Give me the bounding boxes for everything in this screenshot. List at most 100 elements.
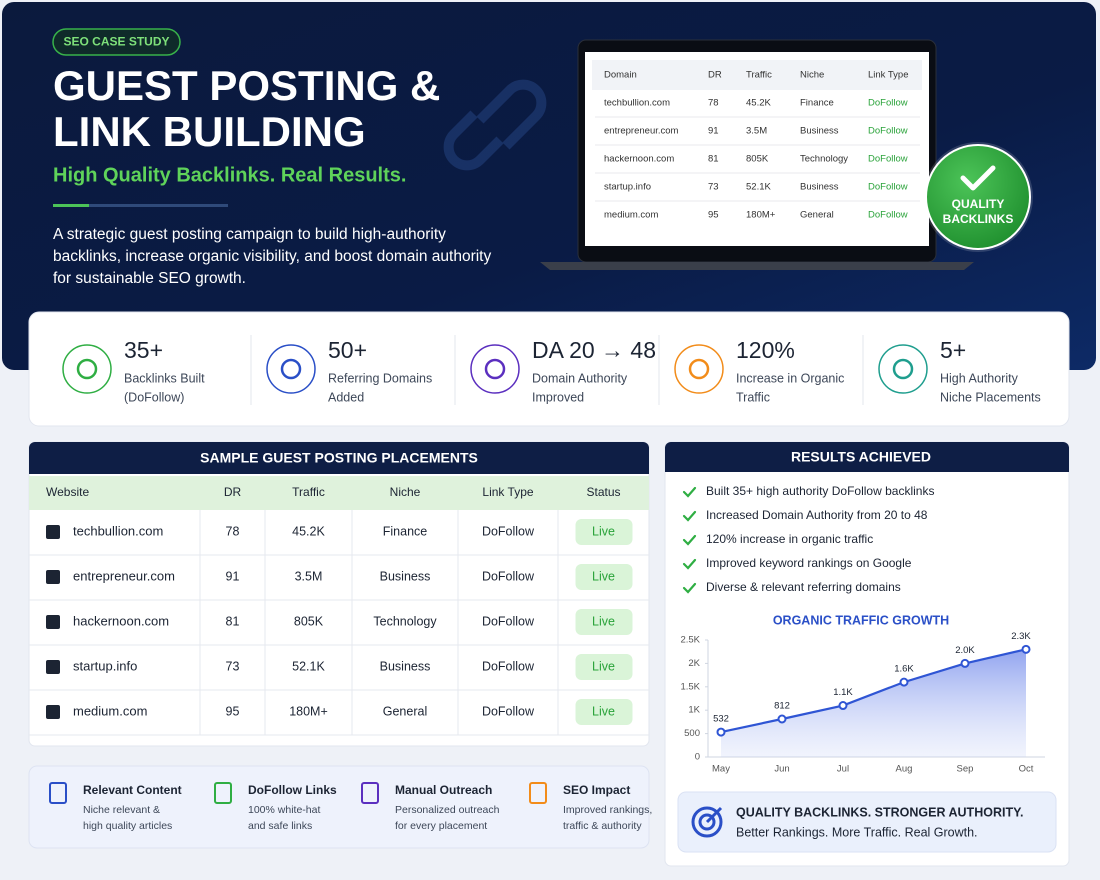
subtitle: High Quality Backlinks. Real Results. <box>53 164 406 186</box>
feature-line: high quality articles <box>83 820 172 832</box>
cell: 73 <box>226 659 240 673</box>
result-item: Improved keyword rankings on Google <box>706 556 912 570</box>
stat-label: Domain Authority <box>532 371 628 385</box>
laptop-cell: 81 <box>708 154 719 165</box>
cell: Business <box>380 659 431 673</box>
status-pill <box>575 519 633 545</box>
point <box>960 658 970 668</box>
cell: 3.5M <box>295 569 323 583</box>
stat-label: Referring Domains <box>328 371 432 385</box>
features-strip <box>28 765 650 849</box>
value-label: 1.6K <box>894 664 914 675</box>
check-icon <box>682 582 697 594</box>
cell: 52.1K <box>292 659 325 673</box>
x-tick-label: Oct <box>1019 764 1034 775</box>
divider <box>53 204 228 207</box>
stat-icon-ring <box>266 344 316 394</box>
laptop-cell: Business <box>800 126 839 137</box>
y-tick-label: 2K <box>688 658 700 669</box>
stat-icon-ring <box>674 344 724 394</box>
laptop-header: Traffic <box>746 70 772 81</box>
cell: 81 <box>226 614 240 628</box>
panel-title: SAMPLE GUEST POSTING PLACEMENTS <box>200 450 478 466</box>
laptop-cell: 95 <box>708 210 719 221</box>
stat-icon-ring <box>62 344 112 394</box>
laptop-header: Link Type <box>868 70 909 81</box>
banner-icon <box>691 806 723 838</box>
x-tick-label: Jul <box>837 764 849 775</box>
laptop-cell: startup.info <box>604 182 651 193</box>
badge <box>52 28 181 56</box>
site-favicon <box>46 660 60 674</box>
cell: Technology <box>373 614 437 628</box>
value-label: 1.1K <box>833 687 853 698</box>
stats-card <box>28 311 1070 427</box>
laptop-cell: entrepreneur.com <box>604 126 679 137</box>
value-label: 2.3K <box>1011 631 1031 642</box>
value-label: 2.0K <box>955 645 975 656</box>
y-tick-label: 1K <box>688 705 700 716</box>
result-item: Increased Domain Authority from 20 to 48 <box>706 508 928 522</box>
feature-title: DoFollow Links <box>248 783 337 797</box>
cell: DoFollow <box>482 524 535 538</box>
feature-title: Relevant Content <box>83 783 182 797</box>
check-icon <box>682 510 697 522</box>
laptop-header: Domain <box>604 70 637 81</box>
laptop-header: Niche <box>800 70 824 81</box>
description-line: A strategic guest posting campaign to bu… <box>53 226 446 243</box>
banner-subtitle: Better Rankings. More Traffic. Real Grow… <box>736 825 978 839</box>
feature-icon <box>529 782 547 804</box>
area <box>721 649 1026 757</box>
stat-label: Backlinks Built <box>124 371 205 385</box>
cell: DoFollow <box>482 569 535 583</box>
feature-line: Niche relevant & <box>83 804 160 816</box>
laptop-cell: techbullion.com <box>604 98 670 109</box>
site-favicon <box>46 570 60 584</box>
cell: techbullion.com <box>73 523 163 538</box>
stat-label: High Authority <box>940 371 1019 385</box>
cell: 805K <box>294 614 324 628</box>
badge-text: SEO CASE STUDY <box>63 35 169 49</box>
feature-icon <box>214 782 232 804</box>
column-header-row <box>29 476 649 510</box>
column-header: Link Type <box>482 485 533 499</box>
point <box>838 701 848 711</box>
banner-icon <box>705 806 723 824</box>
y-tick-label: 500 <box>684 728 700 739</box>
cell: Business <box>380 569 431 583</box>
status-text: Live <box>592 569 615 583</box>
chart-title: ORGANIC TRAFFIC GROWTH <box>773 613 949 627</box>
seal-text: BACKLINKS <box>943 212 1014 226</box>
laptop-cell: Technology <box>800 154 848 165</box>
stat-label: Traffic <box>736 390 770 404</box>
seal-text: QUALITY <box>952 197 1005 211</box>
point <box>899 677 909 687</box>
check-icon <box>682 558 697 570</box>
cell: 95 <box>226 704 240 718</box>
line <box>720 648 1027 734</box>
site-favicon <box>46 615 60 629</box>
laptop-cell: DoFollow <box>868 126 908 137</box>
status-pill <box>575 699 633 725</box>
chain-decoration <box>443 79 547 171</box>
banner-icon <box>698 813 716 831</box>
description-line: for sustainable SEO growth. <box>53 270 246 287</box>
x-tick-label: May <box>712 764 730 775</box>
stat-label: Improved <box>532 390 584 404</box>
divider-accent <box>53 204 89 207</box>
status-text: Live <box>592 704 615 718</box>
laptop-cell: 805K <box>746 154 769 165</box>
laptop-base <box>540 262 974 270</box>
column-header: Status <box>586 485 620 499</box>
cell: DoFollow <box>482 614 535 628</box>
status-text: Live <box>592 659 615 673</box>
title-line: GUEST POSTING & <box>53 62 440 109</box>
site-favicon <box>46 705 60 719</box>
column-header: Website <box>46 485 89 499</box>
banner-title: QUALITY BACKLINKS. STRONGER AUTHORITY. <box>736 805 1024 819</box>
stat-label: (DoFollow) <box>124 390 184 404</box>
cell: medium.com <box>73 703 147 718</box>
stat-value: 50+ <box>328 337 367 363</box>
stat-label: Niche Placements <box>940 390 1041 404</box>
